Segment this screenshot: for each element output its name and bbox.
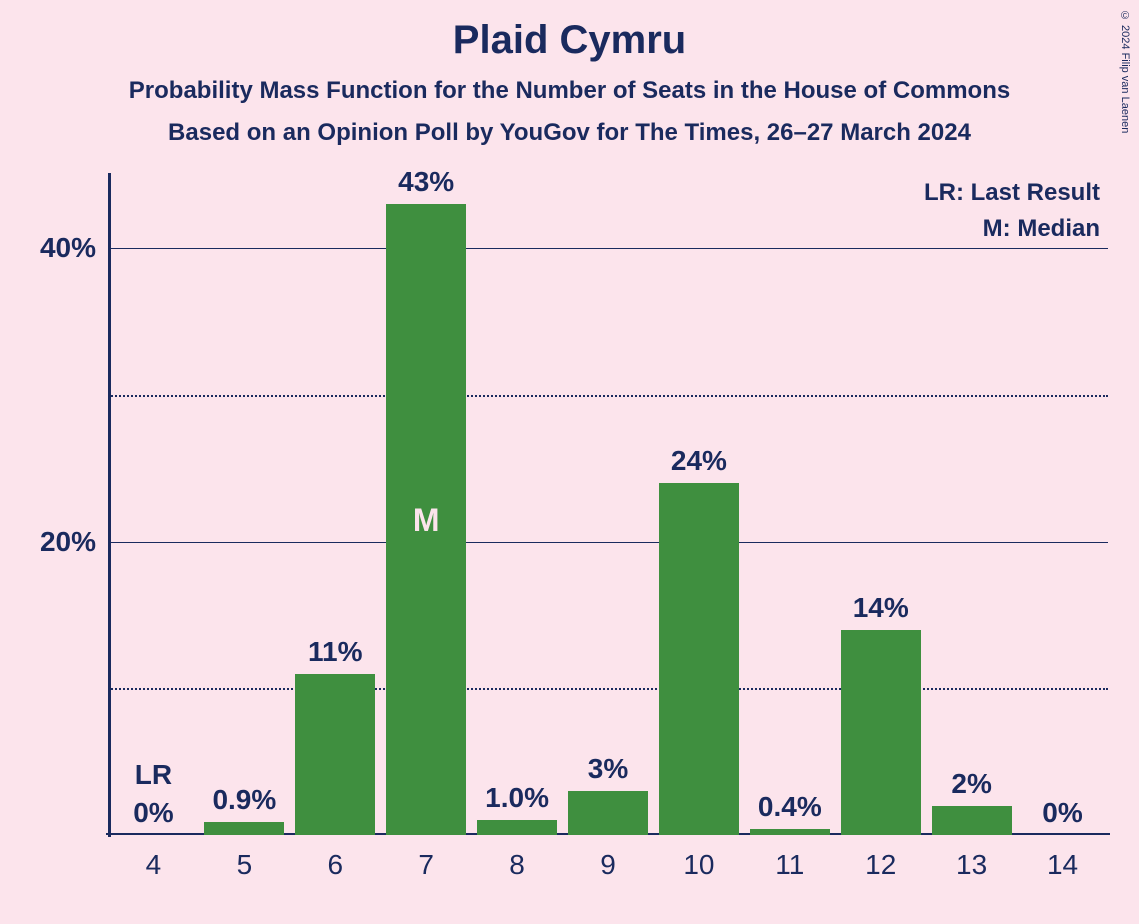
copyright-text: © 2024 Filip van Laenen — [1119, 10, 1131, 133]
grid-minor — [108, 395, 1108, 397]
bar-value-label: 1.0% — [485, 782, 549, 814]
bar — [477, 820, 557, 835]
y-axis — [108, 173, 111, 837]
bar — [841, 630, 921, 835]
bar — [295, 674, 375, 835]
bar-value-label: 11% — [308, 636, 363, 668]
x-tick-label: 8 — [509, 849, 525, 881]
x-tick-label: 6 — [327, 849, 343, 881]
bar — [932, 806, 1012, 835]
y-tick-label: 20% — [40, 526, 96, 558]
bar-annotation-lr: LR — [135, 759, 172, 791]
bar-value-label: 2% — [951, 768, 991, 800]
y-tick-label: 40% — [40, 232, 96, 264]
x-tick-label: 13 — [956, 849, 987, 881]
x-tick-label: 10 — [683, 849, 714, 881]
bar-value-label: 0% — [1042, 797, 1082, 829]
chart-subtitle-2: Based on an Opinion Poll by YouGov for T… — [0, 119, 1139, 147]
x-tick-label: 14 — [1047, 849, 1078, 881]
bar-value-label: 0.9% — [212, 784, 276, 816]
median-marker: M — [413, 502, 440, 539]
chart-plot-area: 20%40%45678910111213140%LR0.9%11%43%M1.0… — [108, 175, 1108, 835]
bar-value-label: 24% — [671, 445, 727, 477]
bar — [750, 829, 830, 835]
x-tick-label: 4 — [146, 849, 162, 881]
bar — [568, 791, 648, 835]
bar-value-label: 43% — [398, 166, 454, 198]
chart-subtitle-1: Probability Mass Function for the Number… — [0, 77, 1139, 105]
x-tick-label: 9 — [600, 849, 616, 881]
grid-major — [108, 542, 1108, 543]
bar-value-label: 3% — [588, 753, 628, 785]
grid-minor — [108, 688, 1108, 690]
x-tick-label: 12 — [865, 849, 896, 881]
bar — [204, 822, 284, 835]
bar-value-label: 0.4% — [758, 791, 822, 823]
legend-lr: LR: Last Result — [924, 179, 1100, 207]
bar-value-label: 14% — [853, 592, 909, 624]
x-tick-label: 5 — [237, 849, 253, 881]
bar-value-label: 0% — [133, 797, 173, 829]
legend-m: M: Median — [983, 215, 1100, 243]
bar — [659, 483, 739, 835]
grid-major — [108, 248, 1108, 249]
chart-title: Plaid Cymru — [0, 0, 1139, 63]
x-tick-label: 11 — [775, 849, 804, 881]
x-tick-label: 7 — [418, 849, 434, 881]
